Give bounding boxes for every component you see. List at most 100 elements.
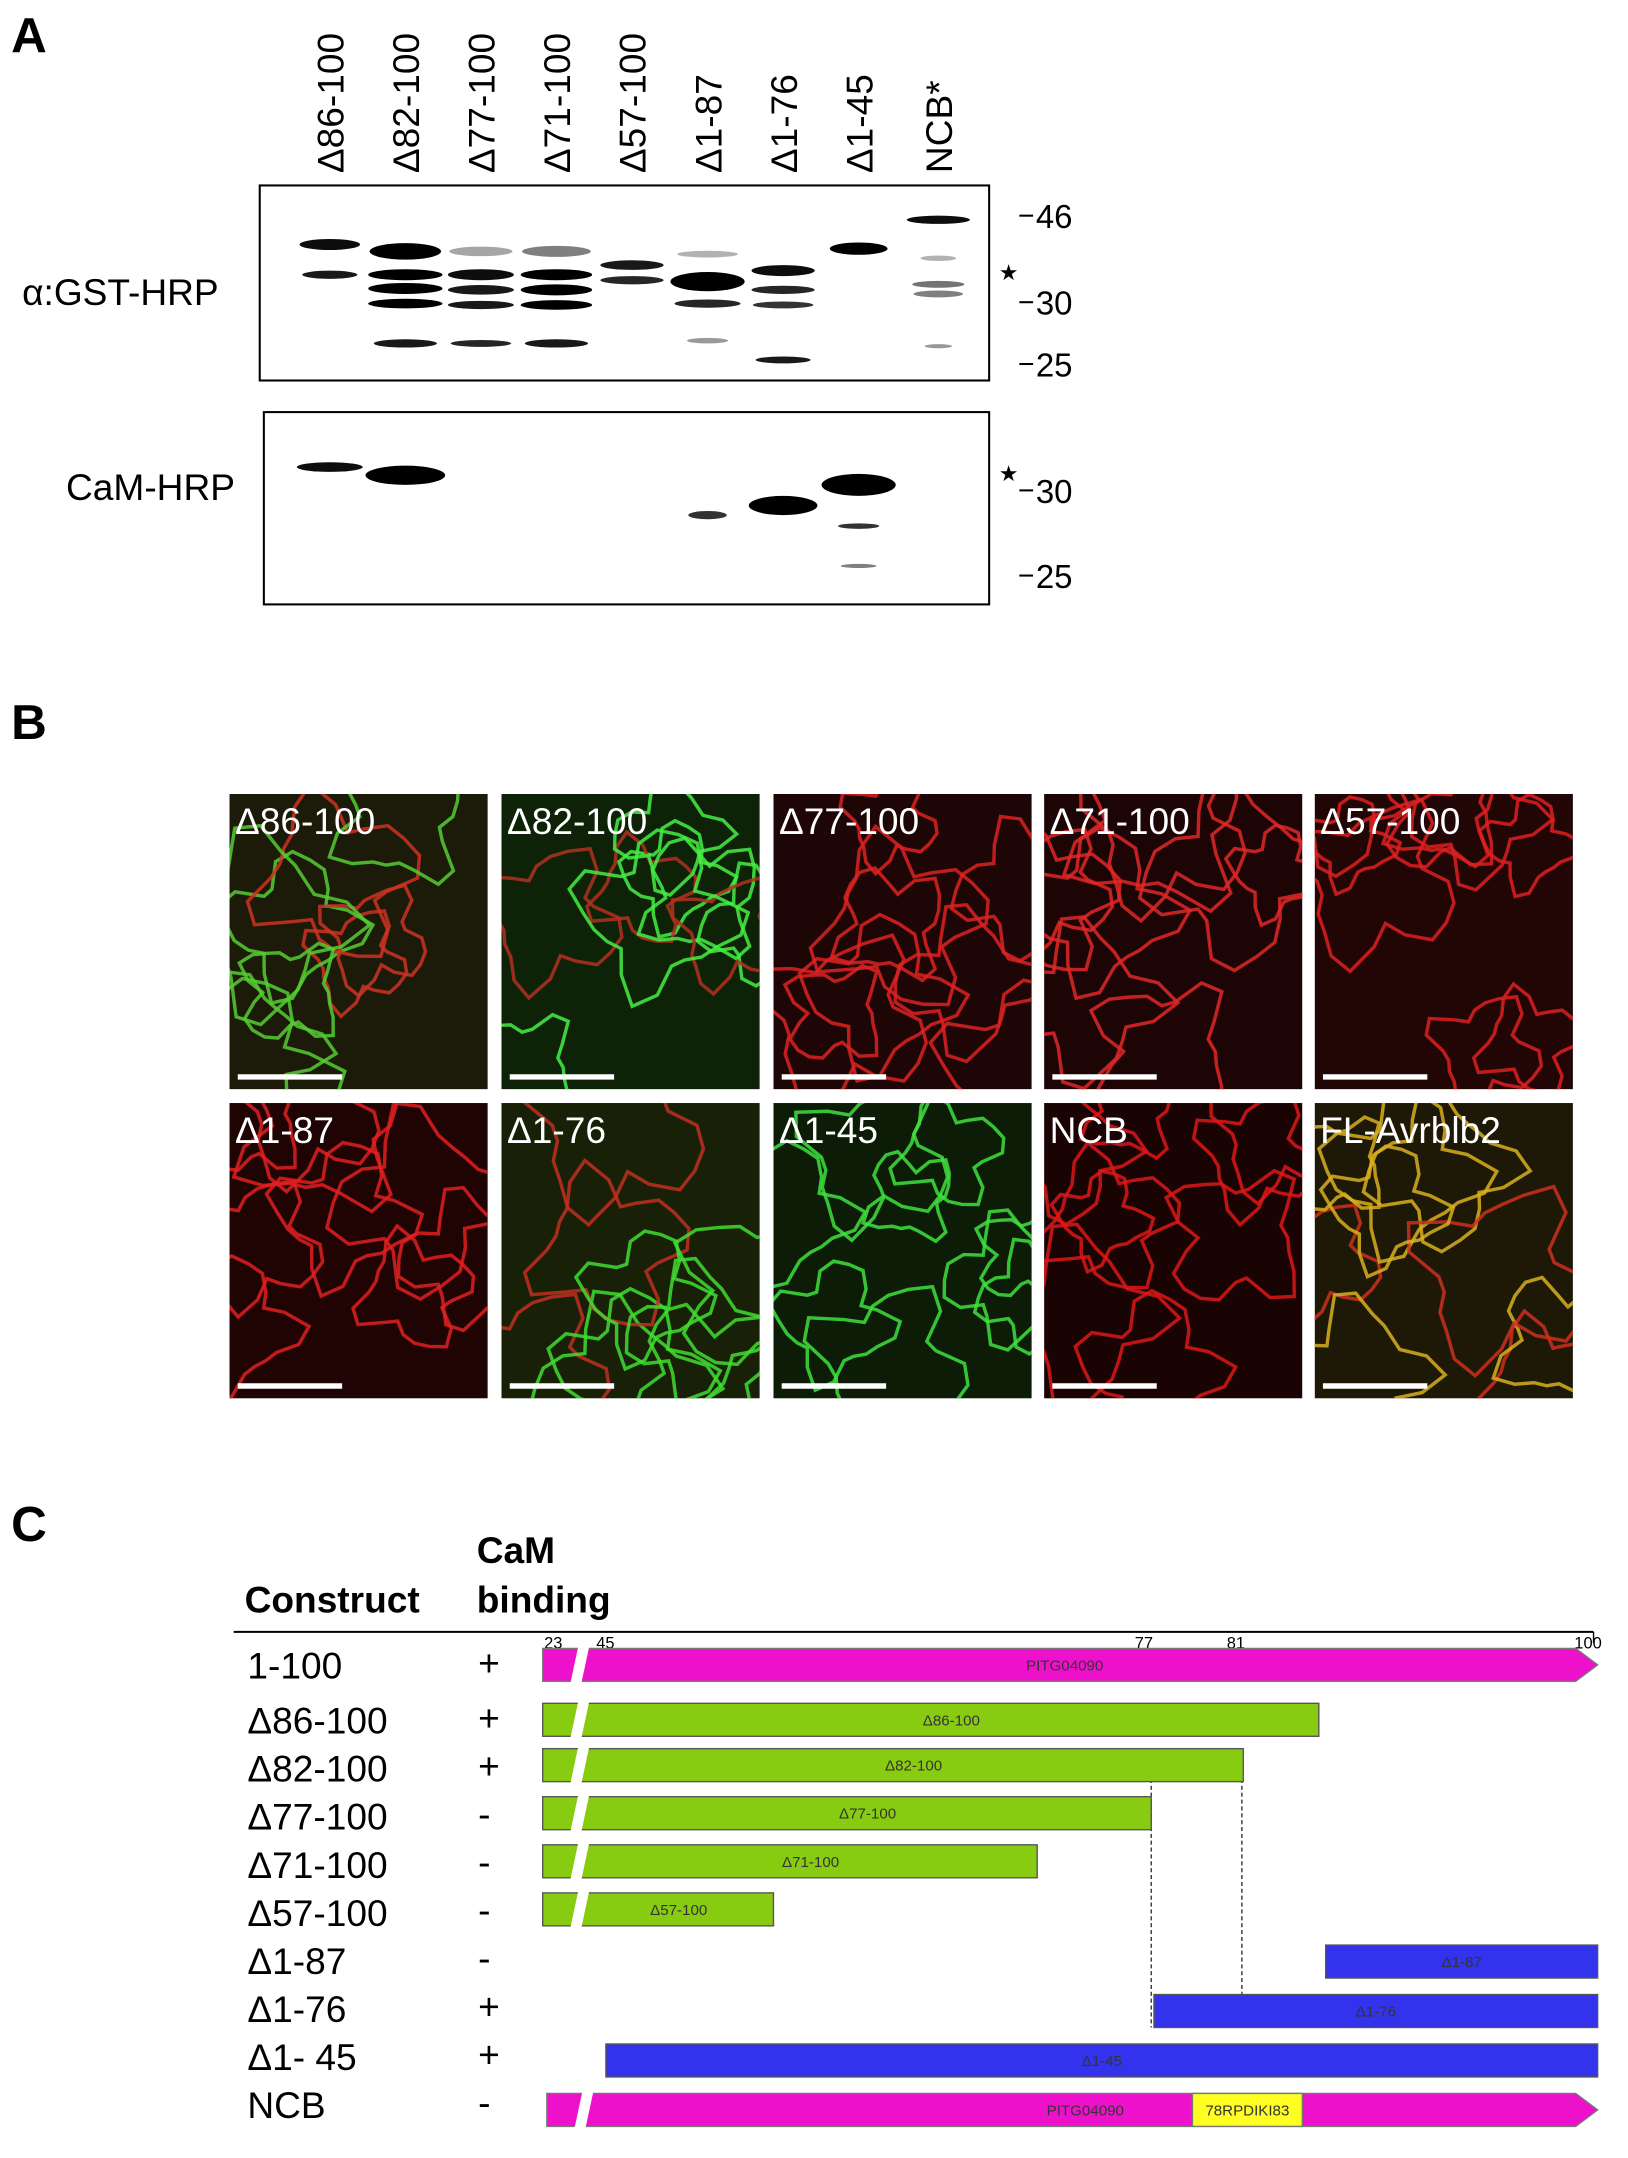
- cell-outline: [1078, 1103, 1171, 1161]
- micrograph: [501, 1103, 760, 1399]
- image-label: FL-Avrblb2: [1320, 1109, 1501, 1151]
- blot-band: [686, 337, 729, 344]
- marker-label: 30: [1036, 473, 1073, 510]
- position-label: 100: [1574, 1634, 1601, 1652]
- lane-label: Δ71-100: [536, 33, 578, 173]
- cell-outline: [229, 849, 376, 1006]
- cell-outline: [1314, 1203, 1383, 1321]
- blot-band: [688, 510, 727, 520]
- bar-label: PITG04090: [1026, 1657, 1103, 1674]
- cell-outline: [245, 793, 422, 959]
- break: [570, 1745, 590, 1785]
- cell-outline: [1088, 981, 1224, 1090]
- marker-label: 25: [1036, 558, 1073, 595]
- cell-outline: [546, 1286, 723, 1399]
- cell-outline: [949, 814, 1032, 963]
- cell-outline: [670, 876, 760, 997]
- marker-label: 30: [1036, 285, 1073, 322]
- binding-sign: +: [478, 1985, 500, 2027]
- blot-band: [912, 280, 965, 288]
- break: [570, 1700, 590, 1740]
- blot-band: [924, 344, 953, 349]
- construct-name: Δ1-76: [247, 1988, 346, 2030]
- blot-band: [670, 271, 745, 292]
- image-label: Δ71-100: [1050, 800, 1190, 842]
- cell-outline: [1424, 994, 1544, 1090]
- header: Construct: [245, 1579, 420, 1621]
- lane-label: Δ1-76: [763, 74, 805, 173]
- blot-band: [450, 339, 512, 347]
- cell-outline: [1314, 795, 1403, 897]
- binding-sign: -: [478, 1889, 490, 1931]
- micrograph: [1314, 793, 1573, 1090]
- cell-outline: [1044, 827, 1115, 951]
- micrograph: [229, 793, 488, 1090]
- blot-band: [906, 215, 970, 224]
- cell-outline: [1044, 1103, 1149, 1227]
- cell-outline: [522, 1103, 706, 1228]
- motif-label: 78RPDIKI83: [1205, 2102, 1289, 2119]
- micrograph-bg: [1044, 793, 1303, 1090]
- cell-outline: [636, 836, 756, 961]
- probe-label: CaM-HRP: [66, 466, 235, 508]
- construct-name: Δ77-100: [247, 1796, 387, 1838]
- band-mark: ★: [999, 461, 1019, 486]
- cell-outline: [1491, 1275, 1573, 1393]
- cell-outline: [802, 1284, 970, 1399]
- construct-name: Δ1- 45: [247, 2036, 356, 2078]
- break: [570, 1793, 590, 1833]
- band-mark: ★: [999, 260, 1019, 285]
- blot-band: [368, 282, 443, 294]
- cell-outline: [1476, 1308, 1573, 1399]
- construct-name: Δ1-87: [247, 1940, 346, 1982]
- micrograph-bg: [1314, 793, 1573, 1090]
- cell-outline: [522, 1157, 691, 1327]
- binding-sign: +: [478, 1697, 500, 1739]
- binding-sign: +: [478, 1642, 500, 1684]
- cell-outline: [351, 1223, 476, 1349]
- bar-label: Δ1-87: [1442, 1954, 1482, 1971]
- cell-outline: [1137, 793, 1303, 973]
- blot-band: [600, 260, 664, 270]
- cell-outline: [1223, 823, 1303, 928]
- cell-outline: [942, 1208, 1032, 1352]
- blot-band: [296, 462, 363, 472]
- image-label: Δ77-100: [779, 800, 919, 842]
- cell-outline: [1406, 1184, 1573, 1379]
- panel-label: B: [11, 695, 47, 750]
- marker-label: 25: [1036, 346, 1073, 383]
- micrograph: [1044, 1103, 1303, 1399]
- bar-label: Δ77-100: [839, 1806, 896, 1823]
- cell-outline: [229, 976, 347, 1090]
- cell-outline: [773, 1138, 868, 1289]
- cell-outline: [838, 793, 939, 877]
- cell-outline: [973, 1218, 1032, 1298]
- construct-name: Δ82-100: [247, 1748, 387, 1790]
- cell-outline: [1314, 793, 1422, 879]
- blot-band: [520, 284, 593, 296]
- cell-outline: [567, 828, 751, 1009]
- blot-band: [302, 270, 358, 279]
- micrograph-bg: [229, 1103, 488, 1399]
- cell-outline: [1191, 1103, 1303, 1228]
- blot-band: [838, 523, 880, 529]
- cell-outline: [612, 793, 740, 898]
- cell-outline: [229, 1253, 312, 1399]
- cell-outline: [1380, 793, 1494, 869]
- construct-name: 1-100: [247, 1645, 342, 1687]
- cell-outline: [1044, 825, 1193, 1001]
- cell-outline: [573, 1229, 718, 1372]
- blot-band: [524, 339, 589, 348]
- image-label: Δ82-100: [507, 800, 647, 842]
- blot-band: [821, 473, 896, 496]
- cell-outline: [888, 1103, 1006, 1207]
- micrograph-bg: [1044, 1103, 1303, 1399]
- cell-outline: [1471, 981, 1573, 1090]
- blot-band: [520, 300, 593, 310]
- bar-label: Δ86-100: [923, 1712, 980, 1729]
- cell-outline: [1163, 1168, 1297, 1302]
- bar-label: Δ71-100: [782, 1854, 839, 1871]
- blot-band: [677, 250, 738, 258]
- cell-outline: [229, 1103, 297, 1172]
